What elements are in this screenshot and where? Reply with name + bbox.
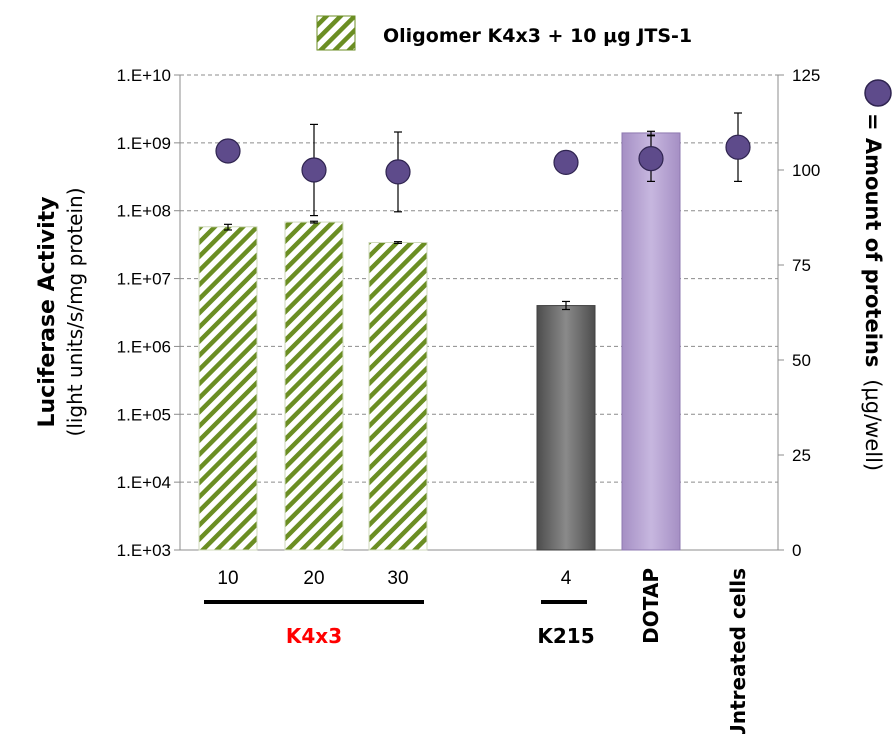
y-right-tick-label: 0 [792, 541, 801, 560]
marker-legend-icon [864, 79, 892, 107]
y-right-tick-label: 25 [792, 446, 811, 465]
bar [198, 226, 258, 551]
y-left-tick-label: 1.E+09 [117, 134, 171, 153]
gridlines [180, 74, 778, 483]
y-right-tick-label: 75 [792, 256, 811, 275]
y-right-label: = Amount of proteins (μg/well) [861, 113, 885, 471]
protein-marker [638, 146, 664, 172]
group-label-k4x3: K4x3 [286, 624, 342, 648]
y-left-label: Luciferase Activity [35, 197, 60, 428]
bars [198, 132, 681, 551]
left-axis-ticks: 1.E+03 1.E+04 1.E+05 1.E+06 1.E+07 1.E+08 1.E+… [117, 66, 180, 560]
y-right-tick-label: 125 [792, 66, 820, 85]
y-left-tick-label: 1.E+05 [117, 405, 171, 424]
y-left-sublabel: (light units/s/mg protein) [63, 188, 87, 437]
bar-error-bars [224, 130, 655, 311]
y-right-tick-label: 50 [792, 351, 811, 370]
y-left-tick-label: 1.E+08 [117, 202, 171, 221]
x-tick-label: 4 [561, 568, 572, 589]
right-axis-ticks: 0 25 50 75 100 125 [778, 66, 820, 560]
protein-marker [215, 138, 241, 164]
x-tick-label: 30 [387, 568, 408, 589]
bar [284, 221, 344, 551]
protein-marker [385, 159, 411, 185]
x-tick-labels: 10 20 30 4 DOTAP Untreated cells [217, 568, 750, 734]
x-tick-label: 10 [217, 568, 238, 589]
bar [536, 305, 596, 551]
marker-legend-label: = Amount of proteins [861, 113, 885, 367]
protein-marker [553, 149, 579, 175]
y-left-tick-label: 1.E+07 [117, 270, 171, 289]
y-left-tick-label: 1.E+10 [117, 66, 171, 85]
protein-marker [301, 157, 327, 183]
legend-swatch [316, 15, 356, 51]
group-label-k215: K215 [537, 624, 594, 648]
y-left-tick-label: 1.E+03 [117, 541, 171, 560]
bar [621, 132, 681, 551]
x-tick-label: Untreated cells [726, 568, 750, 734]
x-tick-label: 20 [303, 568, 324, 589]
x-tick-label: DOTAP [639, 568, 663, 644]
marker-legend-unit: (μg/well) [861, 379, 885, 471]
y-left-tick-label: 1.E+06 [117, 337, 171, 356]
y-right-tick-label: 100 [792, 161, 820, 180]
bar [368, 242, 428, 551]
legend-bar-label: Oligomer K4x3 + 10 μg JTS-1 [383, 25, 692, 47]
y-left-tick-label: 1.E+04 [117, 473, 171, 492]
protein-marker [725, 134, 751, 160]
protein-markers [215, 112, 751, 217]
